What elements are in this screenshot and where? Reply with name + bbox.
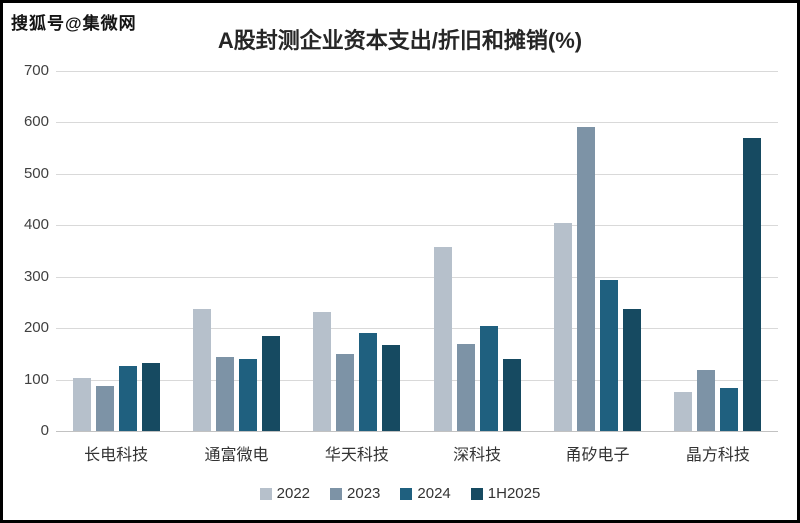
y-tick-label: 400	[23, 216, 49, 234]
bar-group-5	[537, 71, 657, 431]
legend: 2022 2023 2024 1H2025	[3, 485, 797, 502]
bar-1H2025	[622, 309, 641, 431]
bar-group-1	[56, 71, 176, 431]
y-tick-label: 500	[23, 164, 49, 182]
x-axis-label: 晶方科技	[685, 447, 750, 464]
bar-2024	[599, 280, 618, 431]
legend-swatch-icon	[470, 487, 483, 500]
legend-label: 1H2025	[487, 485, 541, 502]
gridline-400	[56, 225, 778, 227]
bar-2023	[456, 343, 475, 431]
bar-2023	[697, 370, 716, 431]
bar-2022	[192, 309, 211, 431]
legend-swatch-icon	[259, 487, 272, 500]
gridline-300	[56, 276, 778, 278]
bar-2022	[553, 222, 572, 431]
gridline-0	[56, 431, 778, 432]
bar-2022	[72, 378, 91, 431]
bar-1H2025	[743, 137, 762, 431]
legend-item-2023: 2023	[330, 485, 380, 502]
y-tick-label: 700	[23, 62, 49, 79]
gridline-600	[56, 122, 778, 124]
bar-1H2025	[261, 336, 280, 431]
bar-1H2025	[141, 362, 160, 431]
watermark: 搜狐号@集微网	[11, 14, 137, 33]
bar-2024	[118, 366, 137, 431]
plot-area: 0 100 200 300 400 500 600 700	[24, 62, 778, 439]
bar-2023	[336, 353, 355, 431]
bar-2024	[720, 387, 739, 431]
legend-swatch-icon	[400, 487, 413, 500]
bar-2024	[479, 326, 498, 431]
y-tick-label: 300	[23, 267, 49, 285]
legend-label: 2023	[347, 485, 381, 502]
legend-item-1H2025: 1H2025	[470, 485, 541, 502]
legend-label: 2022	[276, 485, 311, 502]
gridline-500	[56, 173, 778, 175]
legend-swatch-icon	[330, 487, 343, 500]
y-tick-label: 0	[40, 422, 49, 439]
chart-title: A股封测企业资本支出/折旧和摊销(%)	[217, 28, 583, 53]
bar-1H2025	[502, 359, 521, 431]
x-axis-label: 华天科技	[324, 447, 389, 464]
x-axis-labels: 长电科技 通富微电 华天科技 深科技 甬矽电子 晶方科技	[56, 444, 778, 468]
y-tick-label: 100	[23, 370, 49, 388]
bar-2023	[215, 357, 234, 431]
bar-2022	[433, 247, 452, 431]
x-axis-label: 深科技	[453, 447, 502, 464]
bar-2022	[313, 312, 332, 431]
bar-2024	[359, 333, 378, 431]
bar-2024	[238, 359, 257, 431]
legend-item-2022: 2022	[259, 485, 311, 502]
y-tick-label: 600	[23, 113, 49, 131]
x-axis-label: 通富微电	[204, 447, 269, 464]
gridline-100	[56, 379, 778, 381]
gridline-700	[56, 71, 778, 72]
bar-group-2	[176, 71, 296, 431]
x-axis-label: 甬矽电子	[565, 447, 630, 464]
y-tick-label: 200	[23, 319, 49, 337]
bar-group-3	[297, 71, 417, 431]
gridline-200	[56, 328, 778, 330]
bar-2023	[95, 385, 114, 431]
bar-group-4	[417, 71, 537, 431]
legend-label: 2024	[417, 485, 451, 502]
bar-1H2025	[382, 344, 401, 431]
bar-2022	[674, 391, 693, 431]
x-axis-label: 长电科技	[84, 447, 149, 464]
legend-item-2024: 2024	[400, 485, 451, 502]
bar-group-6	[658, 71, 778, 431]
bar-2023	[576, 126, 595, 431]
